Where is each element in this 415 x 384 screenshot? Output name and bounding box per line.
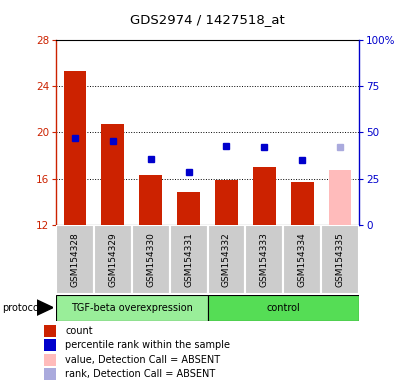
Bar: [132, 225, 170, 294]
Text: value, Detection Call = ABSENT: value, Detection Call = ABSENT: [65, 355, 220, 365]
Bar: [321, 225, 359, 294]
Text: percentile rank within the sample: percentile rank within the sample: [65, 340, 230, 350]
Bar: [208, 225, 245, 294]
Bar: [177, 192, 200, 225]
Bar: [94, 225, 132, 294]
Bar: [139, 175, 162, 225]
Text: GSM154329: GSM154329: [108, 232, 117, 287]
Bar: [44, 325, 56, 337]
Polygon shape: [37, 300, 53, 315]
Bar: [63, 71, 86, 225]
Bar: [215, 180, 238, 225]
Text: GSM154333: GSM154333: [260, 232, 269, 287]
Bar: [283, 225, 321, 294]
Text: count: count: [65, 326, 93, 336]
Bar: [291, 182, 314, 225]
Bar: [245, 225, 283, 294]
Text: GSM154328: GSM154328: [71, 232, 79, 287]
Text: GDS2974 / 1427518_at: GDS2974 / 1427518_at: [130, 13, 285, 26]
Bar: [253, 167, 276, 225]
Bar: [44, 339, 56, 351]
Bar: [170, 225, 208, 294]
Bar: [208, 295, 359, 321]
Text: TGF-beta overexpression: TGF-beta overexpression: [71, 303, 193, 313]
Bar: [56, 295, 208, 321]
Text: GSM154334: GSM154334: [298, 232, 307, 287]
Bar: [44, 368, 56, 381]
Text: GSM154332: GSM154332: [222, 232, 231, 287]
Text: rank, Detection Call = ABSENT: rank, Detection Call = ABSENT: [65, 369, 215, 379]
Bar: [329, 170, 352, 225]
Text: GSM154331: GSM154331: [184, 232, 193, 287]
Text: control: control: [266, 303, 300, 313]
Text: protocol: protocol: [2, 303, 42, 313]
Bar: [44, 354, 56, 366]
Text: GSM154330: GSM154330: [146, 232, 155, 287]
Text: GSM154335: GSM154335: [336, 232, 344, 287]
Bar: [56, 225, 94, 294]
Bar: [101, 124, 124, 225]
